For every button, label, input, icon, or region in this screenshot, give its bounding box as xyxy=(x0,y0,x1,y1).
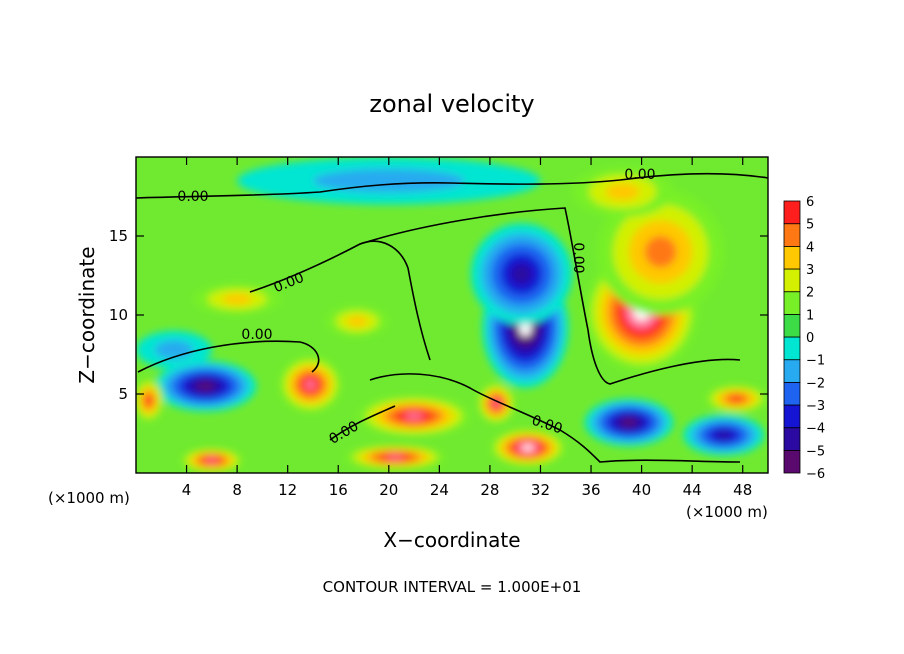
colorbar: 6 5 4 3 2 1 0 −1 −2 −3 −4 −5 −6 xyxy=(783,195,825,482)
velocity-region xyxy=(346,316,368,327)
colorbar-tick-label: 2 xyxy=(806,286,814,301)
velocity-regions xyxy=(136,157,768,473)
contour-label: 0.00 xyxy=(624,167,655,183)
y-tick-label: 15 xyxy=(109,227,128,245)
colorbar-tick-label: −3 xyxy=(806,399,825,414)
x-unit-right: (×1000 m) xyxy=(686,503,768,521)
chart-title: zonal velocity xyxy=(369,90,534,118)
velocity-region xyxy=(715,430,732,440)
x-tick-label: 16 xyxy=(329,481,348,499)
x-tick-label: 36 xyxy=(581,481,600,499)
contour-line xyxy=(249,240,431,361)
colorbar-tick-label: −6 xyxy=(806,467,825,482)
x-tick-label: 20 xyxy=(379,481,398,499)
x-tick-label: 4 xyxy=(182,481,192,499)
velocity-region xyxy=(197,381,214,391)
contour-label: 0.00 xyxy=(241,327,272,343)
colorbar-tick-label: 1 xyxy=(806,308,814,323)
velocity-region xyxy=(644,236,677,268)
x-tick-label: 24 xyxy=(430,481,449,499)
x-unit-left: (×1000 m) xyxy=(48,489,130,507)
colorbar-band xyxy=(783,313,801,338)
colorbar-band xyxy=(783,359,801,383)
y-axis-label: Z−coordinate xyxy=(75,246,99,383)
x-tick-label: 8 xyxy=(232,481,242,499)
contour-line xyxy=(136,172,768,199)
colorbar-tick-label: 5 xyxy=(806,218,814,233)
x-axis-label: X−coordinate xyxy=(383,528,520,552)
velocity-region xyxy=(404,412,424,420)
velocity-region xyxy=(621,418,637,427)
colorbar-tick-label: −2 xyxy=(806,376,825,391)
x-tick-label: 44 xyxy=(683,481,702,499)
contour-interval-note: CONTOUR INTERVAL = 1.000E+01 xyxy=(323,578,582,596)
x-tick-label: 32 xyxy=(531,481,550,499)
velocity-region xyxy=(605,183,640,201)
x-axis-ticks: 4 8 12 16 20 24 28 32 36 40 44 48 xyxy=(182,157,752,499)
x-tick-label: 40 xyxy=(632,481,651,499)
colorbar-band xyxy=(783,223,801,247)
velocity-region xyxy=(522,445,534,451)
x-tick-label: 28 xyxy=(480,481,499,499)
x-tick-label: 12 xyxy=(278,481,297,499)
y-tick-label: 10 xyxy=(109,306,128,324)
contour-line xyxy=(359,207,741,385)
zero-contours xyxy=(136,172,768,463)
contour-line xyxy=(137,340,320,373)
y-tick-label: 5 xyxy=(118,385,128,403)
colorbar-band xyxy=(783,404,801,429)
colorbar-band xyxy=(783,381,801,406)
contour-line xyxy=(369,373,741,463)
colorbar-tick-label: −5 xyxy=(806,444,825,459)
colorbar-band xyxy=(783,336,801,361)
contour-label: 0.00 xyxy=(570,242,586,273)
velocity-region xyxy=(222,293,252,305)
colorbar-tick-label: 3 xyxy=(806,263,814,278)
contour-label: 0.00 xyxy=(177,189,208,205)
velocity-region xyxy=(206,458,218,463)
colorbar-band xyxy=(783,245,801,270)
y-axis-ticks: 5 10 15 xyxy=(109,227,768,403)
velocity-region xyxy=(305,379,316,390)
colorbar-tick-label: 6 xyxy=(806,195,814,210)
colorbar-tick-label: −1 xyxy=(806,354,825,369)
colorbar-band xyxy=(783,449,801,474)
velocity-region xyxy=(145,395,152,405)
velocity-region xyxy=(730,395,743,402)
colorbar-tick-label: 4 xyxy=(806,240,814,255)
colorbar-tick-label: 0 xyxy=(806,331,814,346)
contour-line xyxy=(329,405,396,441)
colorbar-band xyxy=(783,291,801,315)
colorbar-tick-label: −4 xyxy=(806,422,825,437)
colorbar-band xyxy=(783,268,801,293)
velocity-region xyxy=(386,455,404,460)
x-tick-label: 48 xyxy=(733,481,752,499)
colorbar-band xyxy=(783,200,801,225)
velocity-region xyxy=(511,263,532,285)
colorbar-band xyxy=(783,427,801,451)
velocity-region xyxy=(313,168,465,193)
velocity-field xyxy=(136,157,768,473)
